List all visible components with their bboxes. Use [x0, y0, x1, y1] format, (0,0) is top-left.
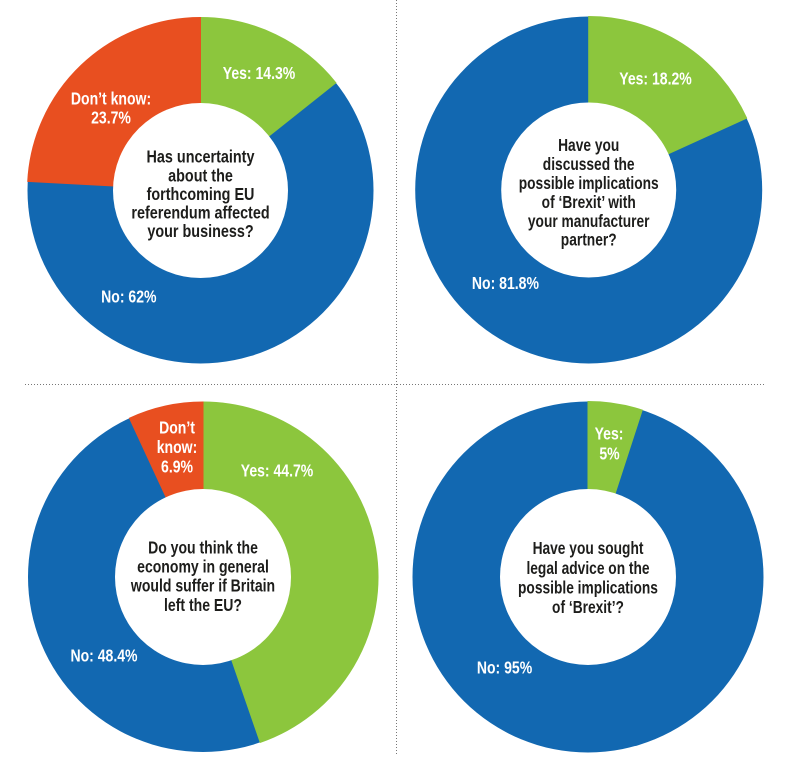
- svg-text:partner?: partner?: [561, 230, 617, 250]
- svg-text:would suffer if Britain: would suffer if Britain: [130, 576, 275, 596]
- svg-text:Have you sought: Have you sought: [533, 538, 644, 558]
- svg-text:No: 95%: No: 95%: [477, 658, 532, 678]
- svg-text:legal advice on the: legal advice on the: [526, 558, 649, 578]
- svg-text:Yes:: Yes:: [595, 424, 624, 444]
- svg-text:Yes: 18.2%: Yes: 18.2%: [619, 69, 692, 89]
- svg-text:discussed the: discussed the: [543, 154, 635, 174]
- svg-text:No: 48.4%: No: 48.4%: [70, 646, 137, 666]
- svg-text:of ‘Brexit’ with: of ‘Brexit’ with: [542, 192, 636, 212]
- svg-text:Yes: 14.3%: Yes: 14.3%: [223, 63, 296, 83]
- svg-text:Have you: Have you: [558, 135, 619, 155]
- svg-text:your business?: your business?: [147, 222, 253, 242]
- svg-text:economy in general: economy in general: [137, 557, 269, 577]
- svg-text:Has uncertainty: Has uncertainty: [147, 147, 255, 167]
- svg-text:6.9%: 6.9%: [161, 457, 193, 477]
- svg-text:left the EU?: left the EU?: [164, 595, 242, 615]
- svg-text:of ‘Brexit’?: of ‘Brexit’?: [552, 597, 624, 617]
- svg-text:No: 81.8%: No: 81.8%: [472, 274, 539, 294]
- svg-text:Do you think the: Do you think the: [148, 538, 258, 558]
- svg-text:No: 62%: No: 62%: [101, 287, 156, 307]
- svg-text:your manufacturer: your manufacturer: [528, 211, 650, 231]
- svg-text:5%: 5%: [599, 444, 619, 464]
- svg-text:referendum affected: referendum affected: [131, 203, 269, 223]
- svg-text:know:: know:: [157, 437, 198, 457]
- svg-text:forthcoming EU: forthcoming EU: [147, 184, 255, 204]
- svg-text:Don’t: Don’t: [159, 418, 195, 438]
- svg-text:about the: about the: [168, 166, 233, 186]
- svg-text:Don’t know:: Don’t know:: [71, 89, 151, 109]
- svg-text:Yes: 44.7%: Yes: 44.7%: [241, 461, 314, 481]
- svg-text:23.7%: 23.7%: [91, 108, 131, 128]
- svg-text:possible implications: possible implications: [518, 578, 658, 598]
- svg-text:possible implications: possible implications: [519, 173, 659, 193]
